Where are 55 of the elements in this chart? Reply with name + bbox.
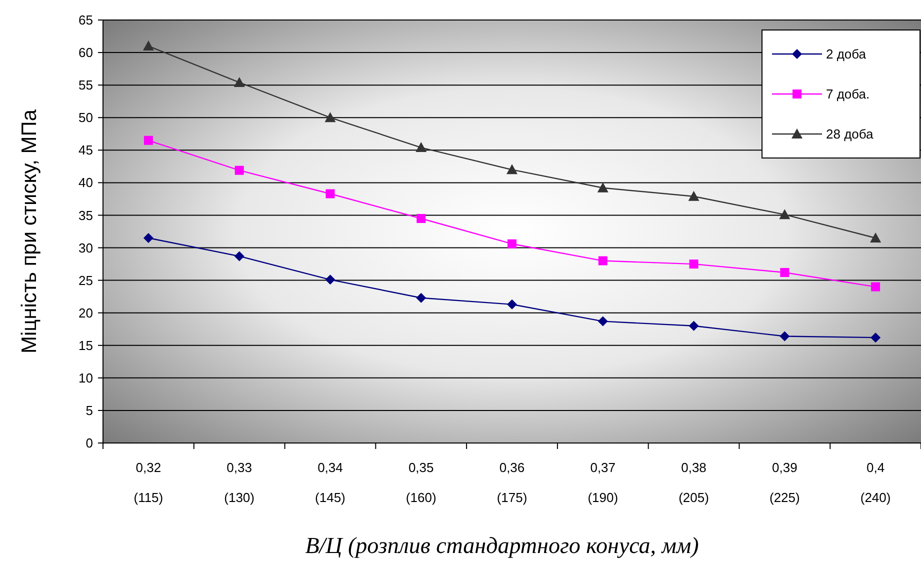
point <box>688 320 699 331</box>
x-tick-label: 0,4 (240) <box>860 460 891 505</box>
point <box>689 260 698 269</box>
point <box>871 282 880 292</box>
point <box>144 136 153 145</box>
point <box>326 189 335 198</box>
point <box>142 40 154 51</box>
point <box>870 332 881 343</box>
point <box>324 112 336 122</box>
y-tick-label: 10 <box>78 370 93 386</box>
point <box>870 232 882 243</box>
x-tick-label: 0,32 (115) <box>134 460 164 505</box>
y-tick-label: 15 <box>78 338 93 353</box>
legend-label: 2 доба <box>826 46 867 62</box>
y-tick-label: 50 <box>78 110 93 126</box>
x-tick-label: 0,33 (130) <box>224 460 255 505</box>
point <box>416 214 426 223</box>
y-tick-label: 0 <box>86 436 93 451</box>
y-tick-label: 55 <box>78 78 93 93</box>
y-tick-label: 65 <box>78 12 93 28</box>
x-tick-label: 0,37 (190) <box>588 460 618 505</box>
x-tick-label: 0,34 (145) <box>315 460 346 505</box>
legend-label: 28 доба <box>826 126 874 142</box>
point <box>508 239 516 248</box>
y-tick-label: 45 <box>78 142 93 158</box>
point <box>143 233 154 244</box>
point <box>507 299 517 310</box>
point <box>597 182 608 192</box>
point <box>234 76 245 87</box>
point <box>416 292 426 303</box>
y-tick-label: 25 <box>78 272 93 288</box>
x-tick-label: 0,39 (225) <box>769 460 800 505</box>
y-tick-label: 60 <box>78 45 93 60</box>
x-tick-label: 0,38 (205) <box>678 460 709 505</box>
x-axis-title: В/Ц (розплив стандартного конуса, мм) <box>305 533 699 558</box>
point <box>416 142 427 152</box>
point <box>780 268 790 277</box>
point <box>598 316 608 326</box>
point <box>780 331 790 342</box>
point <box>325 274 336 285</box>
point <box>598 256 608 266</box>
x-tick-label: 0,35 (160) <box>406 460 436 505</box>
x-tick-label: 0,36 (175) <box>496 460 528 505</box>
point <box>779 209 790 220</box>
y-tick-label: 35 <box>78 208 93 223</box>
y-axis-title: Міцність при стиску, МПа <box>18 109 41 354</box>
point <box>234 251 244 262</box>
point <box>688 190 700 201</box>
point <box>506 164 518 174</box>
y-tick-label: 20 <box>78 305 93 320</box>
y-tick-label: 40 <box>78 175 93 190</box>
point <box>234 166 244 175</box>
y-tick-label: 5 <box>86 403 93 418</box>
y-tick-label: 30 <box>78 240 93 256</box>
legend-label: 7 доба. <box>826 86 870 102</box>
